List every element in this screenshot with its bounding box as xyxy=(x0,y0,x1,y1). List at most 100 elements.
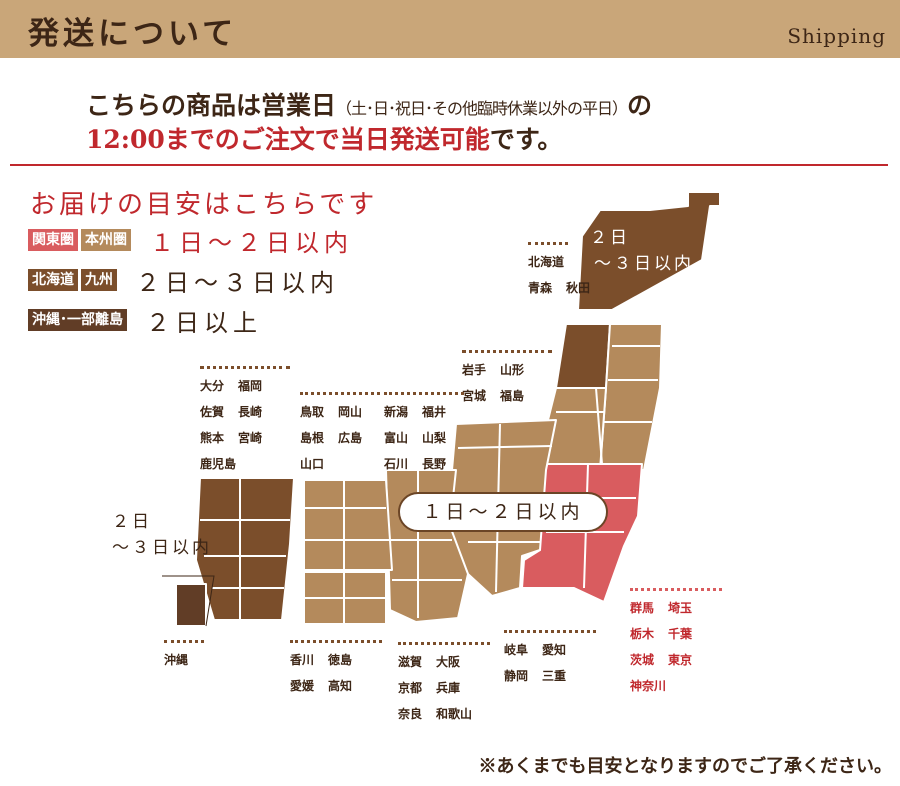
prefecture-label: 岐阜 xyxy=(504,643,529,657)
label-group-tokai: 岐阜 愛知 静岡 三重 xyxy=(504,630,596,689)
label-row: 奈良 和歌山 xyxy=(398,701,490,727)
intro-cutoff: 12:00までのご注文で当日発送可能 xyxy=(86,125,490,154)
prefecture-label: 福島 xyxy=(500,389,525,403)
dotted-leader xyxy=(200,366,290,369)
label-group-shikoku: 香川 徳島 愛媛 高知 xyxy=(290,640,382,699)
prefecture-label: 東京 xyxy=(668,653,693,667)
label-row: 富山 山梨 xyxy=(384,425,464,451)
intro-line-2: 12:00までのご注文で当日発送可能です。 xyxy=(86,120,562,156)
red-divider xyxy=(10,164,888,166)
label-group-tohoku: 岩手 山形 宮城 福島 xyxy=(462,350,552,409)
prefecture-label: 高知 xyxy=(328,679,353,693)
dotted-leader xyxy=(164,640,204,643)
label-row: 静岡 三重 xyxy=(504,663,596,689)
prefecture-label: 広島 xyxy=(338,431,363,445)
prefecture-label: 鹿児島 xyxy=(200,457,237,471)
prefecture-label: 栃木 xyxy=(630,627,655,641)
label-row: 香川 徳島 xyxy=(290,647,382,673)
label-group-hokuriku: 新潟 福井 富山 山梨 石川 長野 xyxy=(384,392,464,477)
prefecture-label: 滋賀 xyxy=(398,655,423,669)
prefecture-label: 新潟 xyxy=(384,405,409,419)
prefecture-label: 兵庫 xyxy=(436,681,461,695)
label-row: 愛媛 高知 xyxy=(290,673,382,699)
prefecture-label: 和歌山 xyxy=(436,707,473,721)
prefecture-label: 北海道 xyxy=(528,255,565,269)
prefecture-label: 静岡 xyxy=(504,669,529,683)
prefecture-label: 長野 xyxy=(422,457,447,471)
badge-hokkaido: 北海道 xyxy=(28,269,78,291)
dotted-leader xyxy=(300,392,380,395)
label-row: 群馬 埼玉 xyxy=(630,595,722,621)
label-row: 佐賀 長崎 xyxy=(200,399,290,425)
delivery-guide-title: お届けの目安はこちらです xyxy=(30,190,378,220)
intro-paren: （土･日･祝日･その他臨時休業以外の平日） xyxy=(336,99,628,118)
label-group-kyushu: 大分 福岡 佐賀 長崎 熊本 宮崎 鹿児島 xyxy=(200,366,290,477)
legend-days-3: ２日以上 xyxy=(146,308,262,337)
prefecture-label: 宮城 xyxy=(462,389,487,403)
label-row: 山口 xyxy=(300,451,380,477)
prefecture-label: 佐賀 xyxy=(200,405,225,419)
prefecture-label: 奈良 xyxy=(398,707,423,721)
dotted-leader xyxy=(398,642,490,645)
region-chugoku xyxy=(303,479,393,571)
label-row: 島根 広島 xyxy=(300,425,380,451)
section-subtitle: Shipping xyxy=(787,24,886,48)
prefecture-label: 千葉 xyxy=(668,627,693,641)
label-row: 石川 長野 xyxy=(384,451,464,477)
kyushu-days-line-1: ２日 xyxy=(112,512,152,532)
label-row: 北海道 xyxy=(528,249,590,275)
prefecture-label: 山口 xyxy=(300,457,325,471)
prefecture-label: 群馬 xyxy=(630,601,655,615)
prefecture-label: 富山 xyxy=(384,431,409,445)
region-okinawa xyxy=(175,583,207,627)
hokkaido-days-line-1: ２日 xyxy=(590,228,630,248)
label-row: 滋賀 大阪 xyxy=(398,649,490,675)
prefecture-label: 神奈川 xyxy=(630,679,667,693)
dotted-leader xyxy=(630,588,722,591)
section-title: 発送について xyxy=(28,16,238,52)
prefecture-label: 宮崎 xyxy=(238,431,263,445)
label-row: 新潟 福井 xyxy=(384,399,464,425)
prefecture-label: 福井 xyxy=(422,405,447,419)
label-row: 岐阜 愛知 xyxy=(504,637,596,663)
label-row: 鳥取 岡山 xyxy=(300,399,380,425)
label-group-kanto: 群馬 埼玉 栃木 千葉 茨城 東京 神奈川 xyxy=(630,588,722,699)
footnote: ※あくまでも目安となりますのでご了承ください。 xyxy=(478,756,892,777)
prefecture-label: 埼玉 xyxy=(668,601,693,615)
hokkaido-days-line-2: ～３日以内 xyxy=(594,254,694,274)
label-row: 岩手 山形 xyxy=(462,357,552,383)
prefecture-label: 大阪 xyxy=(436,655,461,669)
label-row: 栃木 千葉 xyxy=(630,621,722,647)
section-header: 発送について Shipping xyxy=(0,0,900,58)
prefecture-label: 山梨 xyxy=(422,431,447,445)
prefecture-label: 茨城 xyxy=(630,653,655,667)
legend-days-1: １日～２日以内 xyxy=(150,228,353,257)
prefecture-label: 岡山 xyxy=(338,405,363,419)
okinawa-pointer-line xyxy=(162,575,215,627)
region-hokkaido xyxy=(577,191,721,311)
label-row: 熊本 宮崎 xyxy=(200,425,290,451)
legend-row-hokkaido-kyushu: 北海道 九州 ２日～３日以内 xyxy=(28,268,339,297)
label-row: 沖縄 xyxy=(164,647,204,673)
label-row: 宮城 福島 xyxy=(462,383,552,409)
prefecture-label: 石川 xyxy=(384,457,409,471)
prefecture-label: 三重 xyxy=(542,669,567,683)
prefecture-label: 長崎 xyxy=(238,405,263,419)
label-group-hokkaido: 北海道 青森 秋田 xyxy=(528,242,590,301)
prefecture-label: 福岡 xyxy=(238,379,263,393)
region-tohoku-north xyxy=(555,323,611,389)
prefecture-label: 秋田 xyxy=(566,281,591,295)
prefecture-label: 青森 xyxy=(528,281,553,295)
prefecture-label: 大分 xyxy=(200,379,225,393)
prefecture-label: 徳島 xyxy=(328,653,353,667)
intro-line2-end: です。 xyxy=(489,125,563,154)
badge-okinawa: 沖縄･一部離島 xyxy=(28,309,127,331)
prefecture-label: 熊本 xyxy=(200,431,225,445)
intro-main: こちらの商品は営業日 xyxy=(86,91,337,120)
honshu-days-pill: １日～２日以内 xyxy=(398,492,608,532)
prefecture-label: 愛知 xyxy=(542,643,567,657)
prefecture-label: 京都 xyxy=(398,681,423,695)
prefecture-label: 香川 xyxy=(290,653,315,667)
region-kyushu xyxy=(195,477,295,621)
label-row: 鹿児島 xyxy=(200,451,290,477)
